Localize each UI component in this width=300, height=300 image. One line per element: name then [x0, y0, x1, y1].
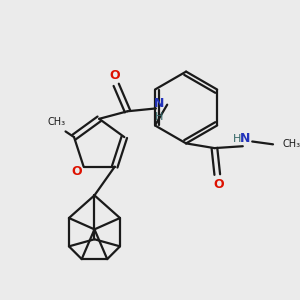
Text: H: H — [233, 134, 241, 144]
Text: N: N — [239, 132, 250, 145]
Text: CH₃: CH₃ — [48, 117, 66, 127]
Text: CH₃: CH₃ — [283, 139, 300, 149]
Text: O: O — [109, 69, 120, 82]
Text: O: O — [72, 165, 82, 178]
Text: H: H — [154, 112, 163, 122]
Text: O: O — [213, 178, 224, 190]
Text: N: N — [154, 97, 164, 110]
